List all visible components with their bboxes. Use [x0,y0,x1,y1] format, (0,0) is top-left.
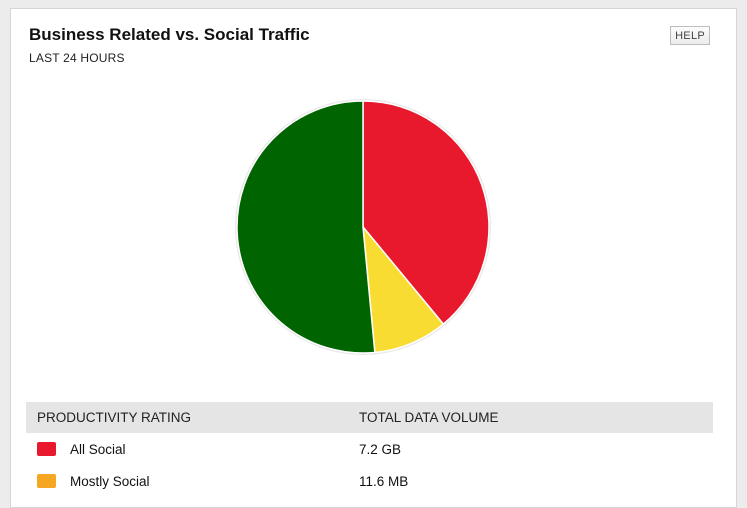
pie-chart [233,97,493,357]
traffic-widget: Business Related vs. Social Traffic LAST… [10,8,737,508]
productivity-table: PRODUCTIVITY RATING TOTAL DATA VOLUME Al… [26,402,713,497]
color-swatch [37,442,56,456]
table-header: PRODUCTIVITY RATING TOTAL DATA VOLUME [26,402,713,433]
color-swatch [37,474,56,488]
header-productivity-rating: PRODUCTIVITY RATING [37,410,192,425]
row-label: All Social [70,441,126,457]
row-value: 11.6 MB [359,473,409,489]
pie-slice-2[interactable] [236,100,376,354]
pie-slice-1[interactable] [362,224,445,354]
row-value: 7.2 GB [359,441,402,457]
pie-chart-svg [235,99,491,355]
time-range-label: LAST 24 HOURS [29,51,125,65]
table-row[interactable]: Mostly Social 11.6 MB [26,465,713,497]
header-total-data-volume: TOTAL DATA VOLUME [359,410,499,425]
pie-slice-0[interactable] [362,100,490,326]
table-row[interactable]: All Social 7.2 GB [26,433,713,465]
row-label: Mostly Social [70,473,150,489]
widget-title: Business Related vs. Social Traffic [29,25,310,44]
help-button[interactable]: HELP [670,26,710,45]
